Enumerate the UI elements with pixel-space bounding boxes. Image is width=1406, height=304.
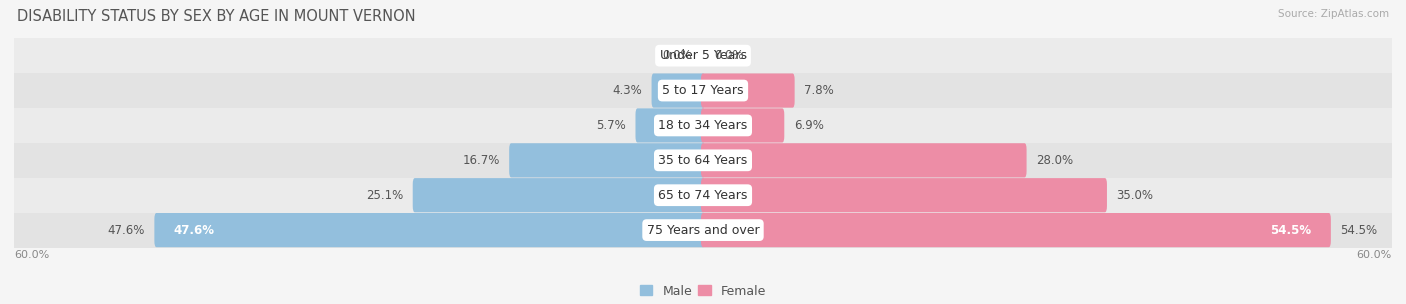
Text: 60.0%: 60.0%	[1357, 250, 1392, 260]
Bar	[14, 178, 1392, 213]
Text: Source: ZipAtlas.com: Source: ZipAtlas.com	[1278, 9, 1389, 19]
Text: 5.7%: 5.7%	[596, 119, 626, 132]
Text: 16.7%: 16.7%	[463, 154, 499, 167]
Text: 54.5%: 54.5%	[1271, 224, 1312, 237]
Text: 0.0%: 0.0%	[662, 49, 692, 62]
Text: 28.0%: 28.0%	[1036, 154, 1073, 167]
Text: 25.1%: 25.1%	[366, 189, 404, 202]
FancyBboxPatch shape	[702, 213, 1331, 247]
Text: Under 5 Years: Under 5 Years	[659, 49, 747, 62]
FancyBboxPatch shape	[702, 143, 1026, 178]
FancyBboxPatch shape	[702, 178, 1107, 212]
FancyBboxPatch shape	[702, 74, 794, 108]
FancyBboxPatch shape	[651, 74, 704, 108]
Bar	[14, 38, 1392, 73]
Text: 60.0%: 60.0%	[14, 250, 49, 260]
Text: 35 to 64 Years: 35 to 64 Years	[658, 154, 748, 167]
Bar	[14, 73, 1392, 108]
Text: 54.5%: 54.5%	[1340, 224, 1378, 237]
FancyBboxPatch shape	[509, 143, 704, 178]
Text: 35.0%: 35.0%	[1116, 189, 1153, 202]
Text: 7.8%: 7.8%	[804, 84, 834, 97]
Text: 75 Years and over: 75 Years and over	[647, 224, 759, 237]
FancyBboxPatch shape	[413, 178, 704, 212]
FancyBboxPatch shape	[702, 108, 785, 143]
Text: 47.6%: 47.6%	[108, 224, 145, 237]
Text: 65 to 74 Years: 65 to 74 Years	[658, 189, 748, 202]
Text: 18 to 34 Years: 18 to 34 Years	[658, 119, 748, 132]
FancyBboxPatch shape	[155, 213, 704, 247]
Bar	[14, 143, 1392, 178]
FancyBboxPatch shape	[636, 108, 704, 143]
Text: 5 to 17 Years: 5 to 17 Years	[662, 84, 744, 97]
Text: 47.6%: 47.6%	[174, 224, 215, 237]
Legend: Male, Female: Male, Female	[636, 280, 770, 302]
Bar	[14, 108, 1392, 143]
Text: 4.3%: 4.3%	[613, 84, 643, 97]
Text: 0.0%: 0.0%	[714, 49, 744, 62]
Text: 6.9%: 6.9%	[794, 119, 824, 132]
Bar	[14, 213, 1392, 247]
Text: DISABILITY STATUS BY SEX BY AGE IN MOUNT VERNON: DISABILITY STATUS BY SEX BY AGE IN MOUNT…	[17, 9, 416, 24]
